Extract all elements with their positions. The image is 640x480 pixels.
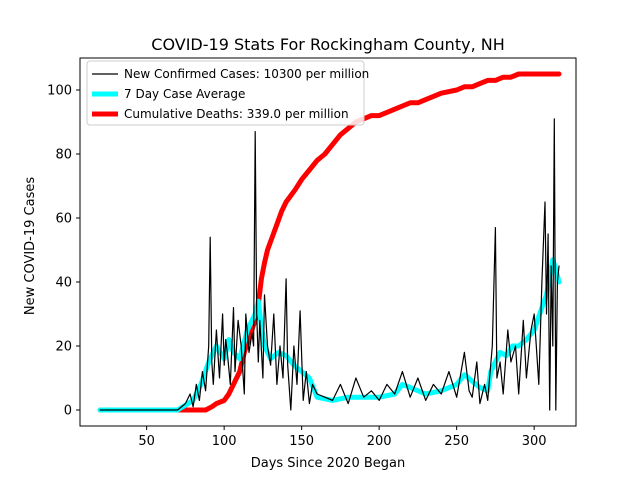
y-tick-label: 60 (55, 212, 72, 227)
x-tick-label: 150 (289, 434, 314, 449)
series-line-2 (97, 71, 562, 413)
y-tick-label: 20 (55, 340, 72, 355)
plot-frame (79, 57, 577, 427)
chart-title: COVID-19 Stats For Rockingham County, NH (151, 35, 504, 54)
x-tick-label: 50 (138, 434, 155, 449)
y-tick-label: 100 (47, 84, 72, 99)
x-tick-label: 100 (212, 434, 237, 449)
legend-label-1: 7 Day Case Average (124, 87, 245, 101)
y-tick-label: 40 (55, 276, 72, 291)
y-axis-label: New COVID-19 Cases (23, 177, 38, 315)
x-axis-label: Days Since 2020 Began (251, 456, 406, 471)
x-tick-label: 300 (522, 434, 547, 449)
y-tick-label: 0 (64, 404, 72, 419)
y-tick-label: 80 (55, 148, 72, 163)
legend-label-0: New Confirmed Cases: 10300 per million (124, 67, 369, 81)
legend: New Confirmed Cases: 10300 per million 7 … (86, 60, 369, 126)
axes: 50 100 150 200 250 300 0 20 40 60 80 100 (47, 57, 577, 449)
series-line-0 (99, 118, 560, 411)
x-tick-label: 250 (444, 434, 469, 449)
x-tick-label: 200 (367, 434, 392, 449)
legend-frame (86, 60, 365, 126)
legend-label-2: Cumulative Deaths: 339.0 per million (124, 107, 349, 121)
series-line-1 (97, 257, 562, 413)
plot-area (97, 71, 562, 413)
